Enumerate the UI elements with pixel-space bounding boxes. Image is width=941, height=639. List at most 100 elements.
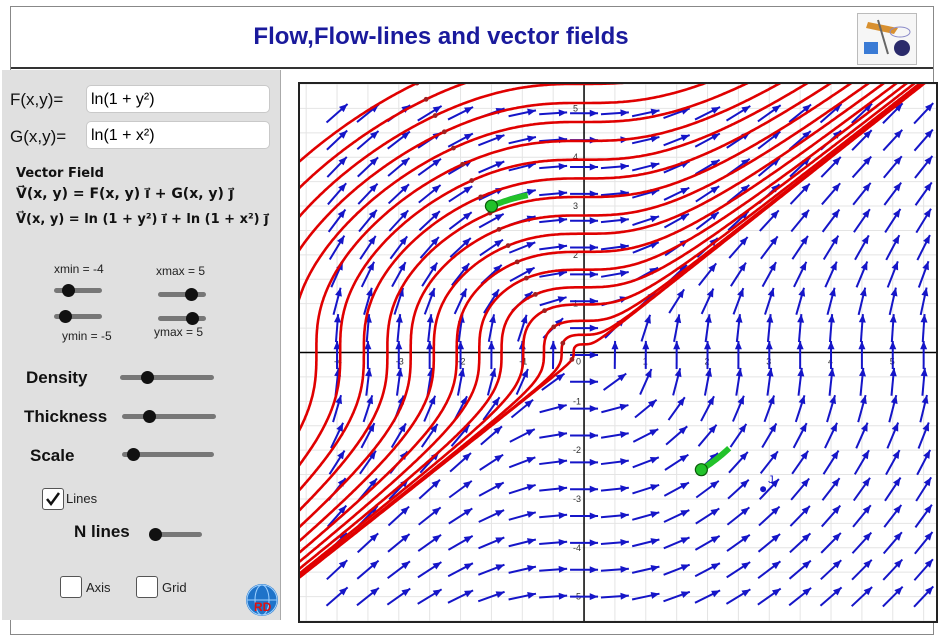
field-arrowhead (338, 505, 347, 515)
field-arrowhead (924, 103, 934, 112)
header: Flow,Flow-lines and vector fields (11, 7, 933, 69)
field-arrowhead (526, 457, 536, 464)
xmax-slider-knob[interactable] (185, 288, 198, 301)
field-arrowhead (862, 182, 871, 192)
x-tick-label: -4 (334, 357, 342, 367)
vector-field-plot[interactable]: -4-3-2-101234554321-1-2-3-4-5J (286, 64, 936, 622)
field-arrowhead (924, 559, 933, 568)
field-arrowhead (400, 157, 410, 166)
ymin-slider-track[interactable] (54, 314, 102, 319)
field-arrowhead (649, 242, 659, 249)
field-arrowhead (338, 156, 347, 166)
field-arrowhead (708, 263, 717, 273)
field-arrowhead (339, 104, 348, 113)
field-arrowhead (494, 482, 504, 490)
seed-point (469, 178, 475, 183)
field-arrowhead (426, 314, 434, 323)
seed-point (514, 259, 520, 265)
x-tick-label: -3 (396, 357, 404, 367)
y-tick-label: -3 (573, 494, 581, 504)
field-arrowhead (925, 586, 934, 595)
field-arrowhead (493, 264, 502, 274)
flow-line (287, 73, 927, 580)
field-arrowhead (650, 162, 660, 169)
grid-checkbox[interactable] (136, 576, 158, 598)
field-arrowhead (620, 458, 629, 466)
field-arrowhead (335, 395, 343, 405)
field-arrowhead (463, 508, 473, 516)
grid-label: Grid (162, 580, 187, 595)
field-arrowhead (495, 537, 505, 544)
xmin-slider-knob[interactable] (62, 284, 75, 297)
ymin-slider-knob[interactable] (59, 310, 72, 323)
field-arrowhead (431, 479, 441, 488)
g-input[interactable]: ln(1 + x²) (86, 121, 270, 149)
point-j (760, 486, 767, 493)
ymax-slider-track[interactable] (158, 316, 206, 321)
field-arrowhead (620, 216, 629, 224)
field-arrowhead (769, 423, 777, 433)
field-arrowhead (920, 340, 928, 350)
field-arrowhead (801, 183, 810, 193)
field-arrowhead (741, 589, 751, 597)
scale-slider-knob[interactable] (127, 448, 140, 461)
field-arrowhead (431, 185, 441, 193)
field-arrowhead (558, 189, 568, 197)
field-arrowhead (923, 208, 931, 218)
field-arrowhead (771, 561, 781, 570)
nlines-slider-knob[interactable] (149, 528, 162, 541)
scale-slider-track[interactable] (122, 452, 214, 457)
field-arrowhead (650, 484, 660, 491)
density-slider-knob[interactable] (141, 371, 154, 384)
field-arrowhead (858, 314, 866, 323)
field-arrowhead (890, 287, 898, 297)
field-arrowhead (890, 395, 898, 404)
flow-line (287, 73, 932, 584)
lines-checkbox[interactable] (42, 488, 64, 510)
field-arrowhead (555, 373, 565, 382)
xmin-label: xmin = -4 (54, 262, 104, 276)
field-arrowhead (460, 396, 468, 406)
density-slider-track[interactable] (120, 375, 214, 380)
thickness-slider-track[interactable] (122, 414, 216, 419)
seed-point (451, 145, 456, 151)
field-arrowhead (833, 104, 842, 113)
field-arrowhead (494, 213, 504, 221)
field-arrowhead (833, 587, 842, 596)
field-arrowhead (401, 588, 411, 597)
field-arrowhead (464, 590, 474, 598)
thickness-slider-knob[interactable] (143, 410, 156, 423)
nlines-label: N lines (74, 522, 130, 541)
field-arrowhead (710, 508, 720, 516)
field-arrowhead (735, 367, 743, 377)
seed-point (460, 161, 465, 167)
field-arrowhead (799, 423, 807, 433)
control-panel: F(x,y)= ln(1 + y²) G(x,y)= ln(1 + x²) Ve… (2, 70, 281, 620)
nlines-slider-track[interactable] (152, 532, 202, 537)
field-arrowhead (863, 156, 872, 166)
field-arrowhead (430, 236, 439, 246)
field-arrowhead (558, 216, 568, 224)
field-arrowhead (741, 105, 751, 114)
graph-canvas[interactable]: -4-3-2-101234554321-1-2-3-4-5J (286, 64, 938, 623)
field-arrowhead (679, 213, 689, 221)
y-tick-label: -2 (573, 445, 581, 455)
field-arrowhead (924, 532, 933, 541)
field-arrowhead (589, 244, 599, 252)
field-arrowhead (801, 209, 810, 219)
field-arrowhead (620, 485, 629, 493)
field-arrowhead (526, 242, 536, 249)
globe-icon[interactable]: RD (246, 584, 278, 616)
field-arrowhead (737, 395, 744, 405)
xmin-slider-track[interactable] (54, 288, 102, 293)
ymax-slider-knob[interactable] (186, 312, 199, 325)
g-label: G(x,y)= (10, 127, 67, 146)
checkmark-icon (46, 492, 61, 507)
field-arrowhead (921, 287, 929, 297)
f-input[interactable]: ln(1 + y²) (86, 85, 270, 113)
field-arrowhead (650, 565, 660, 572)
field-arrowhead (401, 561, 410, 570)
xmax-slider-track[interactable] (158, 292, 206, 297)
axis-checkbox[interactable] (60, 576, 82, 598)
field-arrowhead (740, 211, 749, 220)
